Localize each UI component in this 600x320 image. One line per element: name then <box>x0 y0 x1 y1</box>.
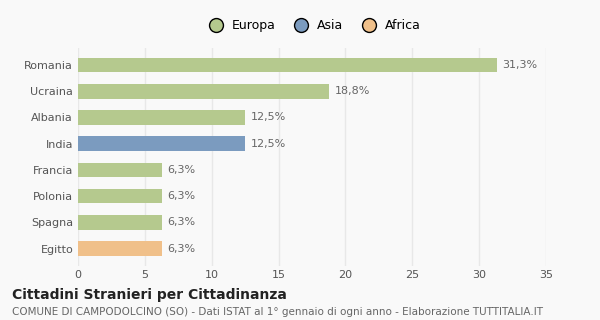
Bar <box>78 241 162 256</box>
Bar <box>78 215 162 229</box>
Text: Cittadini Stranieri per Cittadinanza: Cittadini Stranieri per Cittadinanza <box>12 288 287 302</box>
Bar <box>78 84 329 99</box>
Text: 12,5%: 12,5% <box>250 139 286 149</box>
Bar <box>78 110 245 125</box>
Text: 18,8%: 18,8% <box>335 86 370 96</box>
Legend: Europa, Asia, Africa: Europa, Asia, Africa <box>199 14 425 37</box>
Bar <box>78 163 162 177</box>
Text: 31,3%: 31,3% <box>502 60 537 70</box>
Bar <box>78 189 162 203</box>
Text: 6,3%: 6,3% <box>167 165 196 175</box>
Text: 6,3%: 6,3% <box>167 191 196 201</box>
Text: 6,3%: 6,3% <box>167 244 196 253</box>
Bar <box>78 137 245 151</box>
Text: 12,5%: 12,5% <box>250 113 286 123</box>
Text: COMUNE DI CAMPODOLCINO (SO) - Dati ISTAT al 1° gennaio di ogni anno - Elaborazio: COMUNE DI CAMPODOLCINO (SO) - Dati ISTAT… <box>12 307 543 317</box>
Text: 6,3%: 6,3% <box>167 217 196 227</box>
Bar <box>78 58 497 72</box>
